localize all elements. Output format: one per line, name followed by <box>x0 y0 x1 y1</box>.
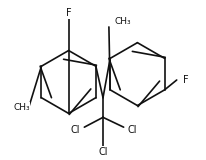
Text: Cl: Cl <box>98 147 107 157</box>
Text: Cl: Cl <box>71 125 80 135</box>
Text: Cl: Cl <box>127 125 136 135</box>
Text: F: F <box>182 75 187 85</box>
Text: CH₃: CH₃ <box>114 16 131 26</box>
Text: F: F <box>66 8 71 18</box>
Text: CH₃: CH₃ <box>13 103 30 112</box>
